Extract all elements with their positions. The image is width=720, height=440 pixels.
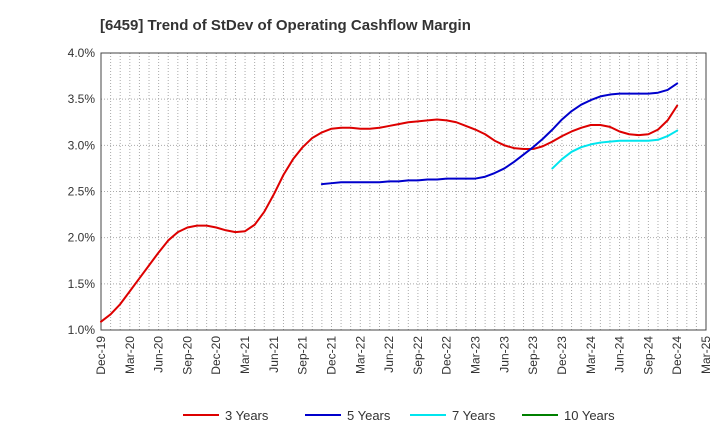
y-tick-label: 2.0% xyxy=(68,231,96,245)
chart-title: [6459] Trend of StDev of Operating Cashf… xyxy=(100,17,471,34)
x-tick-label: Mar-22 xyxy=(353,336,367,374)
legend-label: 7 Years xyxy=(452,408,496,423)
y-tick-label: 1.5% xyxy=(68,277,96,291)
x-axis: Dec-19 Mar-20 Jun-20 Sep-20 Dec-20 Mar-21 Jun-… xyxy=(94,336,713,375)
x-tick-label: Jun-23 xyxy=(497,336,511,373)
y-tick-label: 4.0% xyxy=(68,46,96,60)
x-tick-label: Sep-23 xyxy=(526,336,540,375)
x-tick-label: Jun-24 xyxy=(613,336,627,373)
legend-label: 10 Years xyxy=(564,408,615,423)
x-tick-label: Mar-23 xyxy=(469,336,483,374)
x-tick-label: Jun-20 xyxy=(152,336,166,373)
x-tick-label: Sep-22 xyxy=(411,336,425,375)
x-tick-label: Jun-22 xyxy=(382,336,396,373)
x-tick-label: Dec-19 xyxy=(94,336,108,375)
x-tick-label: Dec-21 xyxy=(324,336,338,375)
x-tick-label: Mar-24 xyxy=(584,336,598,374)
series-line-3-years xyxy=(100,104,679,323)
x-tick-label: Dec-22 xyxy=(440,336,454,375)
y-tick-label: 1.0% xyxy=(68,323,96,337)
x-tick-label: Mar-20 xyxy=(123,336,137,374)
y-tick-label: 3.5% xyxy=(68,92,96,106)
x-tick-label: Mar-25 xyxy=(699,336,713,374)
plot-grid xyxy=(101,53,706,330)
series-line-7-years xyxy=(551,129,679,170)
legend-label: 3 Years xyxy=(225,408,269,423)
y-tick-label: 3.0% xyxy=(68,138,96,152)
y-axis: 1.0% 1.5% 2.0% 2.5% 3.0% 3.5% 4.0% xyxy=(68,46,96,337)
x-tick-label: Jun-21 xyxy=(267,336,281,373)
series-line-5-years xyxy=(320,82,679,186)
plot-frame xyxy=(100,52,707,331)
series-lines xyxy=(100,82,679,323)
x-tick-label: Sep-20 xyxy=(180,336,194,375)
x-tick-label: Sep-21 xyxy=(296,336,310,375)
legend: 3 Years 5 Years 7 Years 10 Years xyxy=(183,408,615,423)
x-tick-label: Dec-23 xyxy=(555,336,569,375)
y-tick-label: 2.5% xyxy=(68,185,96,199)
x-tick-label: Mar-21 xyxy=(238,336,252,374)
x-tick-label: Dec-24 xyxy=(670,336,684,375)
x-tick-label: Dec-20 xyxy=(209,336,223,375)
x-tick-label: Sep-24 xyxy=(641,336,655,375)
legend-label: 5 Years xyxy=(347,408,391,423)
